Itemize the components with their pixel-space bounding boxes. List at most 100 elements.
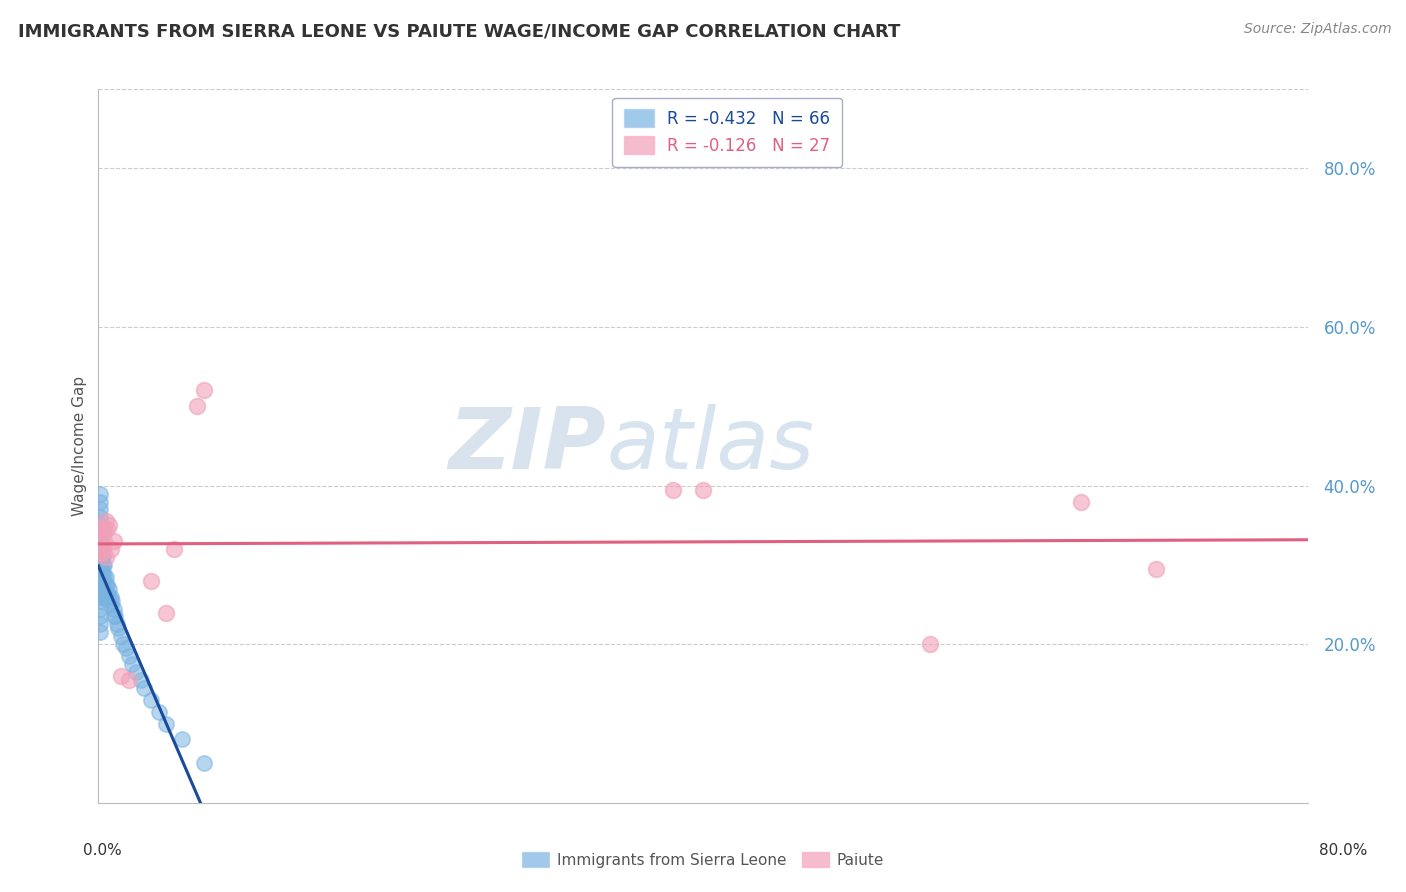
Point [89, 502, 111, 516]
Point [90, 546, 112, 560]
Point [91, 542, 114, 557]
Point [89, 494, 111, 508]
Point [89, 554, 111, 568]
Point [90, 558, 112, 572]
Point [89, 609, 111, 624]
Point [93, 590, 115, 604]
Point [89, 510, 111, 524]
Point [111, 637, 134, 651]
Text: Source: ZipAtlas.com: Source: ZipAtlas.com [1244, 22, 1392, 37]
Point [110, 629, 132, 643]
Point [692, 483, 714, 497]
Point [100, 598, 122, 612]
Point [90, 522, 112, 536]
Point [193, 384, 215, 398]
Point [170, 732, 193, 747]
Point [101, 593, 124, 607]
Point [89, 522, 111, 536]
Point [93, 558, 115, 572]
Point [91, 526, 114, 541]
Point [89, 549, 111, 564]
Point [90, 566, 112, 580]
Point [114, 641, 136, 656]
Point [193, 756, 215, 771]
Point [93, 534, 115, 549]
Point [118, 649, 141, 664]
Point [125, 665, 148, 679]
Point [186, 400, 208, 414]
Point [107, 621, 129, 635]
Point [148, 705, 170, 719]
Point [121, 657, 143, 671]
Point [132, 681, 155, 695]
Y-axis label: Wage/Income Gap: Wage/Income Gap [72, 376, 87, 516]
Point [163, 542, 186, 557]
Point [96, 522, 118, 536]
Point [141, 692, 163, 706]
Point [90, 574, 112, 588]
Point [90, 549, 112, 564]
Text: atlas: atlas [606, 404, 814, 488]
Point [90, 534, 112, 549]
Point [96, 578, 118, 592]
Point [94, 570, 117, 584]
Point [90, 590, 112, 604]
Point [94, 590, 117, 604]
Point [1144, 562, 1167, 576]
Point [100, 590, 122, 604]
Point [103, 534, 125, 549]
Point [93, 582, 115, 596]
Point [91, 590, 114, 604]
Text: ZIP: ZIP [449, 404, 606, 488]
Point [91, 582, 114, 596]
Text: 0.0%: 0.0% [83, 843, 122, 858]
Point [141, 574, 163, 588]
Point [91, 574, 114, 588]
Legend: Immigrants from Sierra Leone, Paiute: Immigrants from Sierra Leone, Paiute [515, 844, 891, 875]
Point [96, 585, 118, 599]
Point [89, 578, 111, 592]
Point [91, 542, 114, 557]
Point [661, 483, 683, 497]
Point [98, 590, 121, 604]
Point [91, 549, 114, 564]
Point [91, 566, 114, 580]
Point [94, 514, 117, 528]
Point [90, 518, 112, 533]
Point [105, 617, 128, 632]
Point [155, 716, 177, 731]
Text: IMMIGRANTS FROM SIERRA LEONE VS PAIUTE WAGE/INCOME GAP CORRELATION CHART: IMMIGRANTS FROM SIERRA LEONE VS PAIUTE W… [18, 22, 901, 40]
Point [89, 562, 111, 576]
Point [90, 582, 112, 596]
Point [100, 542, 122, 557]
Point [98, 582, 121, 596]
Point [98, 518, 121, 533]
Point [89, 570, 111, 584]
Point [118, 673, 141, 687]
Point [89, 534, 111, 549]
Point [90, 542, 112, 557]
Point [103, 609, 125, 624]
Point [93, 522, 115, 536]
Point [104, 609, 127, 624]
Text: 80.0%: 80.0% [1319, 843, 1367, 858]
Point [91, 558, 114, 572]
Point [89, 486, 111, 500]
Point [93, 570, 115, 584]
Point [89, 593, 111, 607]
Point [94, 578, 117, 592]
Point [89, 601, 111, 615]
Point [1070, 494, 1092, 508]
Point [129, 673, 152, 687]
Point [89, 522, 111, 536]
Point [90, 526, 112, 541]
Point [89, 625, 111, 640]
Point [110, 669, 132, 683]
Point [89, 538, 111, 552]
Point [155, 606, 177, 620]
Point [103, 601, 125, 615]
Point [89, 617, 111, 632]
Point [89, 546, 111, 560]
Point [94, 549, 117, 564]
Point [89, 585, 111, 599]
